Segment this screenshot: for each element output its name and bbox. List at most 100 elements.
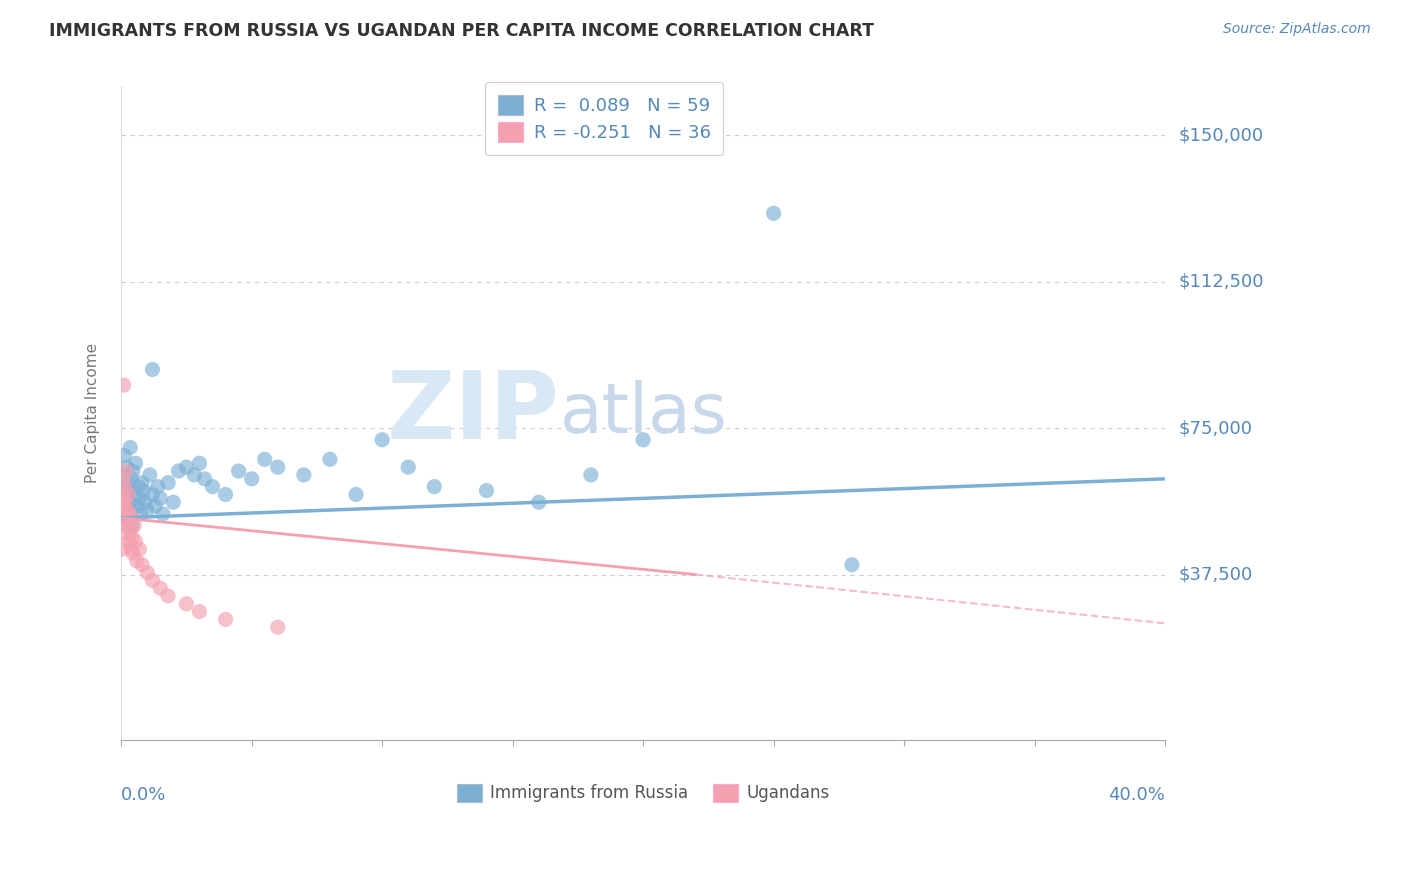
Point xyxy=(146,480,169,494)
Point xyxy=(111,487,134,501)
Point xyxy=(128,542,150,557)
Point xyxy=(122,518,145,533)
Point xyxy=(121,518,143,533)
Text: Source: ZipAtlas.com: Source: ZipAtlas.com xyxy=(1223,22,1371,37)
Point xyxy=(111,467,134,482)
Point xyxy=(319,452,342,467)
Text: $75,000: $75,000 xyxy=(1180,419,1253,437)
Point xyxy=(120,542,142,557)
Point xyxy=(183,467,205,482)
Point xyxy=(176,597,198,611)
Point xyxy=(162,495,184,509)
Text: $37,500: $37,500 xyxy=(1180,566,1253,583)
Point xyxy=(292,467,315,482)
Point xyxy=(114,480,136,494)
Point xyxy=(117,487,139,501)
Point xyxy=(115,491,138,506)
Point xyxy=(149,491,172,506)
Point xyxy=(121,530,143,544)
Point xyxy=(527,495,550,509)
Point xyxy=(240,472,263,486)
Point xyxy=(631,433,654,447)
Point xyxy=(194,472,217,486)
Point xyxy=(371,433,394,447)
Point xyxy=(128,491,150,506)
Point xyxy=(579,467,602,482)
Point xyxy=(136,503,159,517)
Point xyxy=(111,499,134,513)
Text: 40.0%: 40.0% xyxy=(1108,786,1166,805)
Point xyxy=(115,503,138,517)
Y-axis label: Per Capita Income: Per Capita Income xyxy=(86,343,100,483)
Point xyxy=(112,518,135,533)
Point xyxy=(114,511,136,525)
Point xyxy=(396,460,419,475)
Point xyxy=(841,558,863,572)
Point xyxy=(120,523,142,537)
Point xyxy=(214,487,236,501)
Point xyxy=(118,534,141,549)
Text: atlas: atlas xyxy=(560,380,727,447)
Point xyxy=(122,546,145,560)
Point xyxy=(121,472,143,486)
Point xyxy=(149,581,172,595)
Point xyxy=(267,460,290,475)
Point xyxy=(118,507,141,521)
Point xyxy=(167,464,190,478)
Point xyxy=(127,480,149,494)
Point xyxy=(132,483,155,498)
Point xyxy=(121,511,143,525)
Point xyxy=(112,449,135,463)
Point xyxy=(176,460,198,475)
Point xyxy=(131,558,153,572)
Point xyxy=(111,542,134,557)
Point xyxy=(124,456,146,470)
Text: 0.0%: 0.0% xyxy=(121,786,166,805)
Point xyxy=(228,464,250,478)
Point xyxy=(188,605,211,619)
Point xyxy=(112,491,135,506)
Point xyxy=(214,612,236,626)
Point xyxy=(118,495,141,509)
Legend: Immigrants from Russia, Ugandans: Immigrants from Russia, Ugandans xyxy=(449,775,838,811)
Text: $150,000: $150,000 xyxy=(1180,126,1264,145)
Point xyxy=(267,620,290,634)
Point xyxy=(762,206,785,220)
Text: $112,500: $112,500 xyxy=(1180,273,1264,291)
Point xyxy=(111,472,134,486)
Point xyxy=(157,475,180,490)
Point xyxy=(475,483,498,498)
Point xyxy=(344,487,367,501)
Point xyxy=(112,499,135,513)
Point xyxy=(117,515,139,529)
Point xyxy=(141,574,163,588)
Point xyxy=(112,507,135,521)
Point xyxy=(120,503,142,517)
Point xyxy=(117,511,139,525)
Point xyxy=(136,566,159,580)
Point xyxy=(112,378,135,392)
Point xyxy=(131,475,153,490)
Point xyxy=(114,480,136,494)
Point xyxy=(201,480,224,494)
Text: IMMIGRANTS FROM RUSSIA VS UGANDAN PER CAPITA INCOME CORRELATION CHART: IMMIGRANTS FROM RUSSIA VS UGANDAN PER CA… xyxy=(49,22,875,40)
Point xyxy=(129,507,152,521)
Point xyxy=(141,362,163,376)
Point xyxy=(253,452,276,467)
Point xyxy=(111,487,134,501)
Point xyxy=(124,534,146,549)
Point xyxy=(114,464,136,478)
Point xyxy=(125,499,148,513)
Point xyxy=(423,480,446,494)
Point xyxy=(114,507,136,521)
Point xyxy=(152,507,174,521)
Point xyxy=(125,554,148,568)
Point xyxy=(122,487,145,501)
Point xyxy=(141,487,163,501)
Text: ZIP: ZIP xyxy=(387,368,560,459)
Point xyxy=(120,441,142,455)
Point xyxy=(115,526,138,541)
Point xyxy=(114,495,136,509)
Point xyxy=(117,475,139,490)
Point xyxy=(134,495,156,509)
